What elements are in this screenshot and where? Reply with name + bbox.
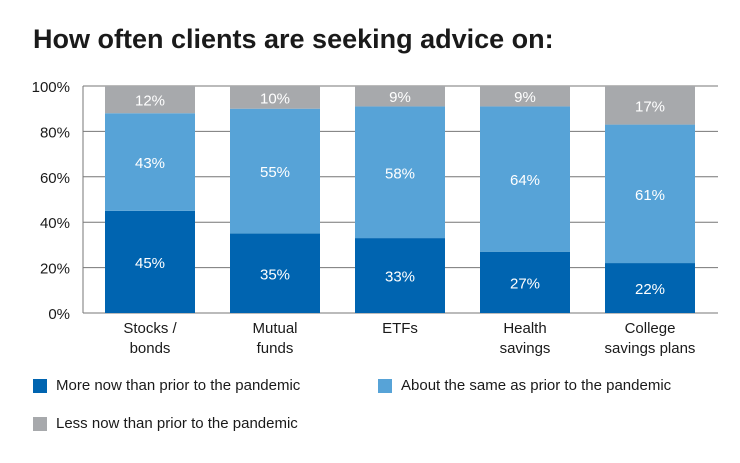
legend-swatch-same [378,378,392,393]
data-label: 33% [385,269,415,286]
bar-segment [105,86,195,114]
bar-segment [605,86,695,125]
legend-swatch-more [33,378,47,393]
data-label: 58% [385,165,415,182]
chart-title: How often clients are seeking advice on: [33,24,554,54]
bar-segment [480,251,570,313]
legend-label: About the same as prior to the pandemic [401,377,672,394]
data-label: 55% [260,164,290,181]
x-tick-label: savings [500,340,551,357]
bar-segment [355,238,445,313]
legend-label: More now than prior to the pandemic [56,377,301,394]
bar-segment [355,86,445,107]
bar-segment [105,113,195,211]
data-label: 9% [389,89,411,106]
x-tick-label: ETFs [382,320,418,337]
legend-swatch-less [33,416,47,431]
y-tick-label: 40% [40,215,70,232]
x-tick-label: bonds [130,340,171,357]
data-label: 43% [135,155,165,172]
legend-item-same: About the same as prior to the pandemic [378,377,671,394]
y-tick-label: 60% [40,170,70,187]
bar-segment [355,106,445,239]
data-label: 17% [635,98,665,115]
legend-item-less: Less now than prior to the pandemic [33,415,298,432]
data-label: 22% [635,281,665,298]
data-label: 45% [135,255,165,272]
legend-label: Less now than prior to the pandemic [56,415,298,432]
x-tick-label: College [625,320,676,337]
y-tick-label: 0% [48,306,70,323]
y-tick-label: 100% [32,79,70,96]
bar-segment [105,210,195,313]
x-tick-label: funds [257,340,294,357]
bar-segment [480,86,570,107]
bar-segment [480,106,570,252]
data-label: 10% [260,90,290,107]
bar-segment [605,263,695,313]
x-tick-label: Stocks / [123,320,177,337]
y-tick-label: 80% [40,124,70,141]
x-tick-label: Mutual [252,320,297,337]
data-label: 12% [135,93,165,110]
bar-segment [230,233,320,313]
y-tick-label: 20% [40,261,70,278]
x-tick-label: savings plans [605,340,696,357]
x-tick-label: Health [503,320,546,337]
data-label: 35% [260,266,290,283]
data-label: 61% [635,187,665,204]
data-label: 64% [510,172,540,189]
bar-segment [230,108,320,234]
legend-item-more: More now than prior to the pandemic [33,377,300,394]
data-label: 27% [510,275,540,292]
data-label: 9% [514,89,536,106]
bar-segment [605,124,695,264]
bar-segment [230,86,320,109]
